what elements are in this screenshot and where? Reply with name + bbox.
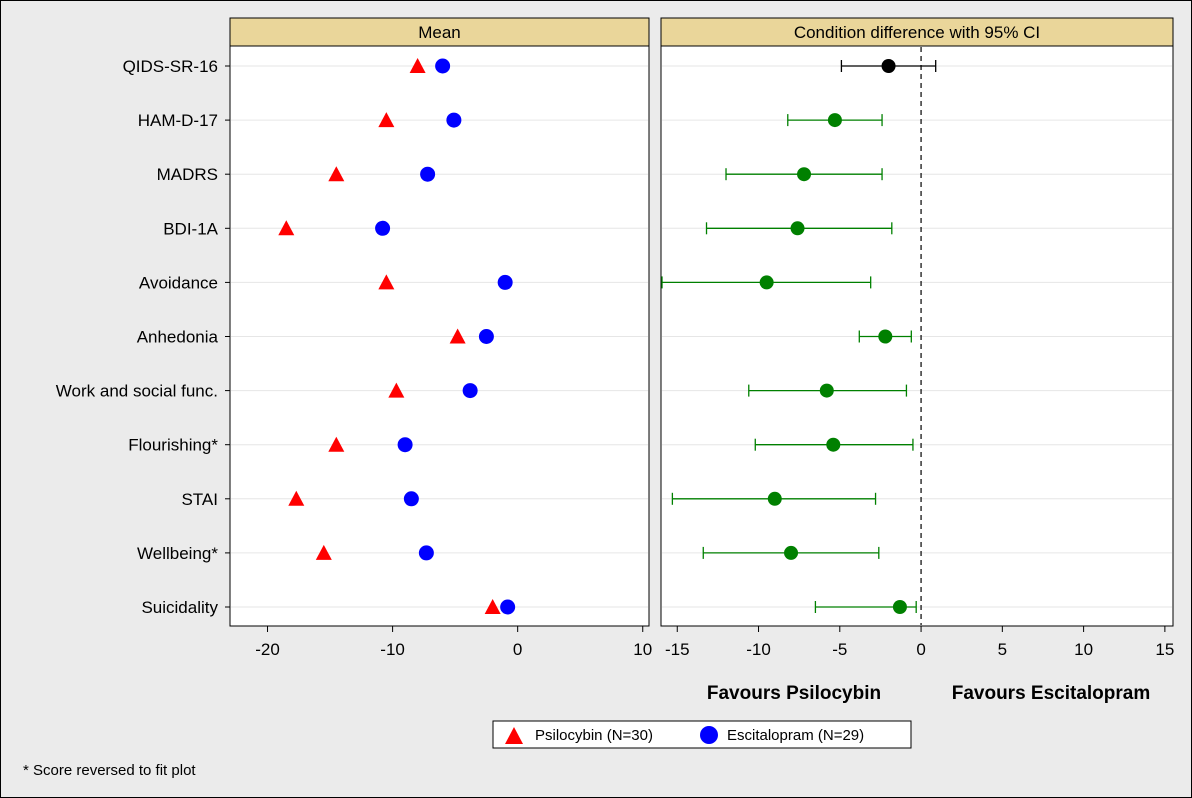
- escitalopram-point: [446, 112, 462, 128]
- difference-markers: [661, 59, 937, 614]
- escitalopram-point: [462, 383, 478, 399]
- legend-triangle-icon: [505, 727, 523, 744]
- mean-x-axis: -20 -10 0 10: [255, 626, 652, 659]
- category-label: Suicidality: [141, 598, 218, 617]
- escitalopram-point: [435, 58, 451, 74]
- psilocybin-point: [409, 58, 426, 73]
- difference-point: [819, 383, 834, 398]
- psilocybin-point: [484, 599, 501, 614]
- difference-point: [797, 167, 812, 182]
- category-label: Wellbeing*: [137, 544, 218, 563]
- x-tick-label: 0: [513, 640, 522, 659]
- escitalopram-point: [375, 220, 391, 236]
- difference-x-axis: -15 -10 -5 0 5 10 15: [665, 626, 1174, 659]
- category-label: BDI-1A: [163, 219, 218, 238]
- difference-point: [826, 437, 841, 452]
- escitalopram-point: [500, 599, 516, 615]
- x-tick-label: 15: [1155, 640, 1174, 659]
- difference-point: [878, 329, 893, 344]
- x-tick-label: -10: [380, 640, 405, 659]
- mean-panel-title: Mean: [418, 23, 461, 42]
- psilocybin-point: [328, 166, 345, 182]
- psilocybin-point: [288, 490, 305, 506]
- x-tick-label: -5: [832, 640, 847, 659]
- psilocybin-point: [328, 436, 345, 452]
- difference-point: [892, 600, 907, 614]
- category-label: QIDS-SR-16: [123, 57, 218, 76]
- difference-point: [827, 113, 842, 128]
- x-tick-label: 5: [998, 640, 1007, 659]
- difference-point: [784, 545, 799, 560]
- category-label: STAI: [181, 490, 218, 509]
- difference-point: [767, 491, 782, 506]
- legend-psilocybin-label: Psilocybin (N=30): [535, 727, 653, 744]
- mean-markers: [278, 58, 516, 615]
- category-label: MADRS: [157, 165, 218, 184]
- escitalopram-point: [403, 491, 419, 507]
- category-label: Anhedonia: [137, 328, 219, 347]
- mean-panel: [229, 17, 650, 627]
- escitalopram-point: [420, 166, 436, 182]
- psilocybin-point: [449, 328, 466, 344]
- difference-panel: [660, 17, 1174, 627]
- category-label: Flourishing*: [128, 436, 218, 455]
- category-labels: QIDS-SR-16 HAM-D-17 MADRS BDI-1A Avoidance An…: [56, 57, 230, 617]
- escitalopram-point: [478, 329, 494, 344]
- difference-point: [759, 275, 774, 290]
- escitalopram-point: [397, 437, 413, 453]
- psilocybin-point: [388, 382, 405, 398]
- psilocybin-point: [315, 544, 332, 560]
- escitalopram-point: [418, 545, 434, 561]
- legend-escitalopram-label: Escitalopram (N=29): [727, 727, 864, 744]
- favours-psilocybin-label: Favours Psilocybin: [707, 683, 881, 704]
- legend: Psilocybin (N=30) Escitalopram (N=29): [492, 720, 912, 749]
- favours-escitalopram-label: Favours Escitalopram: [952, 683, 1151, 704]
- x-tick-label: 10: [1074, 640, 1093, 659]
- x-tick-label: -20: [255, 640, 280, 659]
- psilocybin-point: [278, 220, 295, 236]
- psilocybin-point: [378, 112, 395, 128]
- escitalopram-point: [497, 274, 513, 290]
- difference-point: [790, 221, 805, 236]
- x-tick-label: 0: [916, 640, 925, 659]
- difference-strip-header: [660, 17, 1174, 47]
- difference-point: [881, 59, 896, 73]
- mean-strip-header: [229, 17, 650, 47]
- x-tick-label: -10: [746, 640, 771, 659]
- category-label: Work and social func.: [56, 382, 218, 401]
- x-tick-label: -15: [665, 640, 690, 659]
- x-tick-label: 10: [633, 640, 652, 659]
- category-label: HAM-D-17: [138, 111, 218, 130]
- difference-panel-title: Condition difference with 95% CI: [794, 23, 1040, 42]
- footnote: * Score reversed to fit plot: [23, 762, 196, 779]
- psilocybin-point: [378, 274, 395, 290]
- category-label: Avoidance: [139, 273, 218, 292]
- legend-circle-icon: [700, 726, 718, 744]
